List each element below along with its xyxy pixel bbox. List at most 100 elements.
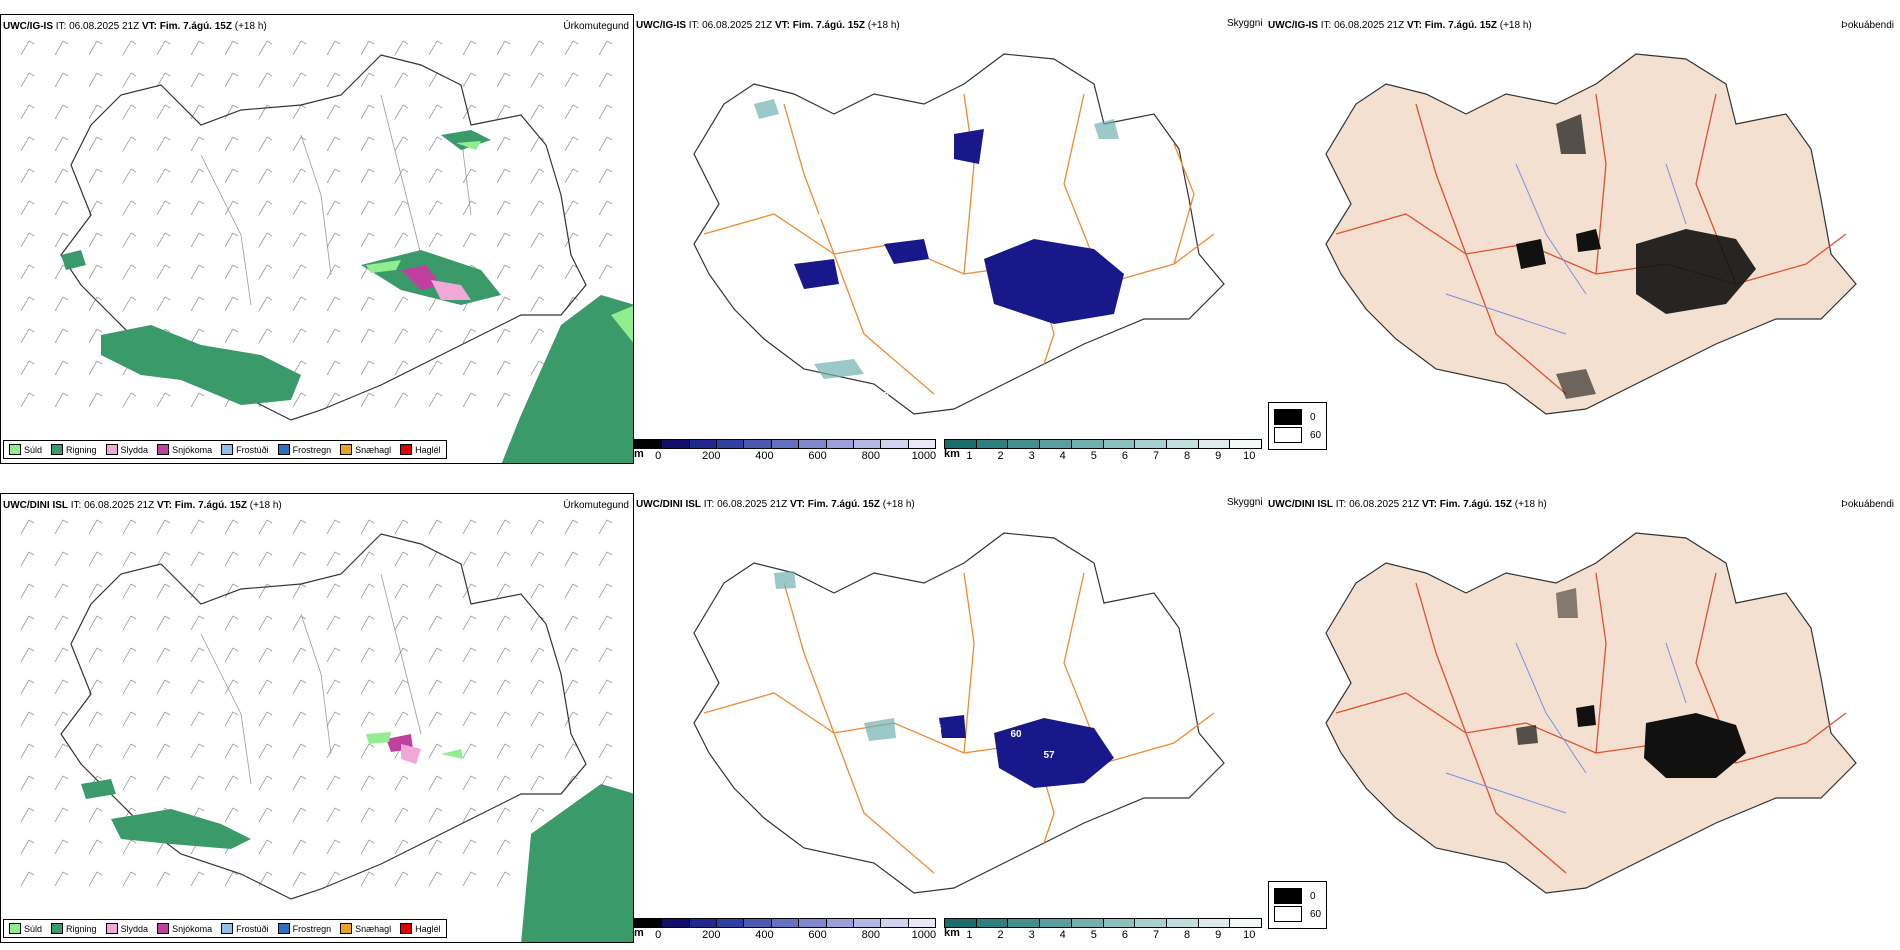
wind-barb [530,775,545,791]
wind-barb [360,136,375,152]
colorbar-swatch [1071,919,1104,927]
colorbar-tick-label: 1000 [911,450,937,462]
wind-barb [190,296,205,312]
cloud-height-label: 47 [1033,211,1045,222]
fog-legend-row: 60 [1274,427,1321,443]
mid-cloud-areas [754,99,1119,379]
colorbar-swatch [1008,440,1041,448]
wind-barb [598,200,613,216]
wind-barb [224,615,239,631]
wind-barb [428,232,443,248]
wind-barb [156,551,171,567]
iceland-outline [693,53,1225,415]
colorbar-tick-label: 2 [997,450,1004,462]
legend-swatch [340,444,353,455]
wind-barb [122,711,137,727]
wind-barb [530,360,545,376]
wind-barb [564,583,579,599]
wind-barb [462,519,477,535]
cloud-height-label: 68 [818,211,830,222]
wind-barb [326,232,341,248]
wind-barb [462,168,477,184]
wind-barb [564,679,579,695]
wind-barb [54,296,69,312]
wind-barb [190,104,205,120]
wind-barb [564,136,579,152]
wind-barb [20,392,35,408]
wind-barb [156,519,171,535]
cloud-height-label: 37 [878,391,890,402]
colorbar-unit-m: m [634,448,644,460]
wind-barb [20,583,35,599]
cloud-height-label: 60 [1010,729,1022,740]
map-title: UWC/DINI ISL IT: 06.08.2025 21Z VT: Fim.… [3,500,282,511]
wind-barb [598,551,613,567]
wind-barb [530,296,545,312]
wind-barb [598,615,613,631]
legend-swatch [105,444,118,455]
colorbar-swatch [976,440,1009,448]
fog-map-canvas [1325,532,1857,894]
wind-barb [224,775,239,791]
legend-item-freezing-drizzle: Frostúði [221,923,269,934]
wind-barb [394,807,409,823]
wind-barb [428,40,443,56]
wind-barb [326,328,341,344]
colorbar-visibility-km: 1 2 3 4 5 6 7 8 9 10 km [944,918,1262,941]
cloud-height-label: 24 [1023,96,1035,107]
wind-barb [258,807,273,823]
colorbar-swatch [1198,440,1231,448]
colorbar-swatch [1103,919,1136,927]
wind-barb [156,711,171,727]
colorbar-visibility-km: 1 2 3 4 5 6 7 8 9 10 km [944,439,1262,462]
wind-barb [462,807,477,823]
wind-barb [190,679,205,695]
wind-barb [88,232,103,248]
colorbar-swatch [881,440,909,448]
legend-item-rain: Rigning [51,444,97,455]
wind-barb [564,104,579,120]
colorbar-km-swatches [944,918,1262,928]
wind-barb [598,40,613,56]
cloud-base-map-row2: UWC/DINI ISL IT: 06.08.2025 21Z VT: Fim.… [634,493,1266,943]
colorbar-tick-label: 5 [1090,450,1097,462]
colorbar-tick-label: 3 [1028,450,1035,462]
wind-barb [462,839,477,855]
legend-item-rain: Rigning [51,923,97,934]
wind-barb [224,647,239,663]
road-network [703,572,1215,874]
wind-barb [224,104,239,120]
wind-barb [20,807,35,823]
wind-barb [462,743,477,759]
colorbar-m-ticks: 0 200 400 600 800 1000 [634,449,937,462]
rivers [1445,642,1687,814]
wind-barb [394,615,409,631]
snow-areas [401,265,441,290]
colorbar-cloud-base-m: 0 200 400 600 800 1000 m [634,918,936,941]
map-title: UWC/IG-IS IT: 06.08.2025 21Z VT: Fim. 7.… [636,20,900,31]
wind-barb [190,168,205,184]
wind-barb [122,871,137,887]
wind-barb [360,360,375,376]
wind-barb [530,615,545,631]
product-name: Þokuábendi [1841,499,1894,510]
wind-barb [122,136,137,152]
wind-barb [190,743,205,759]
fog-legend-row: 0 [1274,409,1321,425]
wind-barb [258,136,273,152]
wind-barb [394,72,409,88]
wind-barb [598,232,613,248]
wind-barb [462,360,477,376]
wind-barb [530,711,545,727]
wind-barb [292,743,307,759]
wind-barb [326,136,341,152]
colorbar-tick-label: 7 [1152,929,1160,941]
colorbar-swatch [771,440,800,448]
fog-indicator-map-row1: UWC/IG-IS IT: 06.08.2025 21Z VT: Fim. 7.… [1266,14,1900,464]
wind-barb [258,647,273,663]
colorbar-tick-label: 10 [1243,929,1256,941]
wind-barb [122,839,137,855]
mid-cloud-areas [774,571,896,741]
wind-barb [224,264,239,280]
wind-barb [496,583,511,599]
